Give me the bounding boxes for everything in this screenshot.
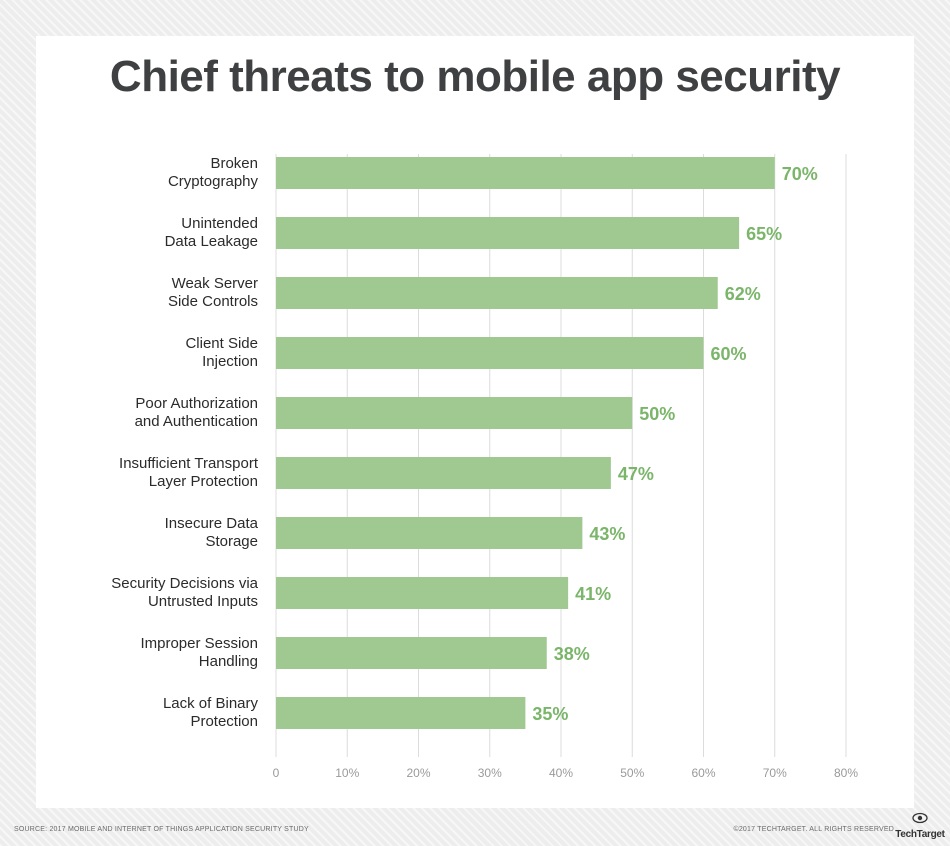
x-tick-label: 20%	[406, 766, 430, 780]
category-label-line: Insufficient Transport	[119, 455, 259, 472]
x-tick-labels: 0 10% 20% 30% 40% 50% 60% 70% 80%	[273, 766, 859, 780]
category-label: Client Side Injection	[185, 335, 258, 370]
value-label: 70%	[782, 164, 818, 184]
value-label: 50%	[639, 404, 675, 424]
x-tick-label: 60%	[691, 766, 715, 780]
x-tick-label: 50%	[620, 766, 644, 780]
techtarget-logo: TechTarget	[894, 812, 946, 842]
bar	[276, 697, 526, 729]
bar	[276, 337, 704, 369]
category-label-line: Handling	[199, 653, 258, 670]
category-label: Broken Cryptography	[168, 155, 259, 190]
bar	[276, 217, 740, 249]
category-label-line: Injection	[202, 353, 258, 370]
category-label: Unintended Data Leakage	[165, 215, 258, 250]
category-label-line: Weak Server	[172, 275, 258, 292]
category-label-line: Untrusted Inputs	[148, 593, 258, 610]
category-label-line: Storage	[205, 533, 258, 550]
x-tick-label: 10%	[335, 766, 359, 780]
x-tick-label: 30%	[478, 766, 502, 780]
category-label-line: Layer Protection	[149, 473, 258, 490]
category-label-line: and Authentication	[135, 413, 258, 430]
logo-text: TechTarget	[895, 829, 945, 840]
category-label-line: Lack of Binary	[163, 695, 259, 712]
source-note: SOURCE: 2017 MOBILE AND INTERNET OF THIN…	[14, 826, 309, 833]
category-label-line: Cryptography	[168, 173, 259, 190]
value-label: 35%	[532, 704, 568, 724]
category-label-line: Poor Authorization	[135, 395, 258, 412]
bar	[276, 157, 775, 189]
value-label: 65%	[746, 224, 782, 244]
category-label-line: Unintended	[181, 215, 258, 232]
category-label-line: Broken	[210, 155, 258, 172]
category-label-line: Data Leakage	[165, 233, 258, 250]
value-label: 43%	[589, 524, 625, 544]
x-tick-label: 0	[273, 766, 280, 780]
x-tick-label: 70%	[763, 766, 787, 780]
x-tick-label: 80%	[834, 766, 858, 780]
bar	[276, 517, 583, 549]
category-label-line: Insecure Data	[165, 515, 259, 532]
bars	[276, 157, 775, 729]
category-label: Poor Authorization and Authentication	[135, 395, 258, 430]
category-label: Security Decisions via Untrusted Inputs	[111, 575, 258, 610]
category-label: Insufficient Transport Layer Protection	[119, 455, 259, 490]
bar	[276, 397, 633, 429]
chart-title: Chief threats to mobile app security	[109, 52, 841, 101]
category-label-line: Protection	[190, 713, 258, 730]
copyright-note: ©2017 TECHTARGET. ALL RIGHTS RESERVED	[733, 826, 894, 833]
value-label: 60%	[711, 344, 747, 364]
value-label: 47%	[618, 464, 654, 484]
bar	[276, 577, 569, 609]
category-label: Improper Session Handling	[140, 635, 258, 670]
category-label: Lack of Binary Protection	[163, 695, 259, 730]
value-label: 38%	[554, 644, 590, 664]
category-label-line: Improper Session	[140, 635, 258, 652]
category-label: Insecure Data Storage	[165, 515, 259, 550]
category-label-line: Security Decisions via	[111, 575, 258, 592]
value-labels: 70% 65% 62% 60% 50% 47% 43% 41% 38% 35%	[532, 164, 817, 724]
bar	[276, 457, 611, 489]
bar	[276, 277, 718, 309]
category-label-line: Side Controls	[168, 293, 258, 310]
value-label: 62%	[725, 284, 761, 304]
category-label-line: Client Side	[185, 335, 258, 352]
category-label: Weak Server Side Controls	[168, 275, 258, 310]
category-labels: Broken Cryptography Unintended Data Leakage…	[111, 155, 259, 730]
x-tick-label: 40%	[549, 766, 573, 780]
bar	[276, 637, 547, 669]
techtarget-eye-icon	[912, 812, 928, 824]
value-label: 41%	[575, 584, 611, 604]
